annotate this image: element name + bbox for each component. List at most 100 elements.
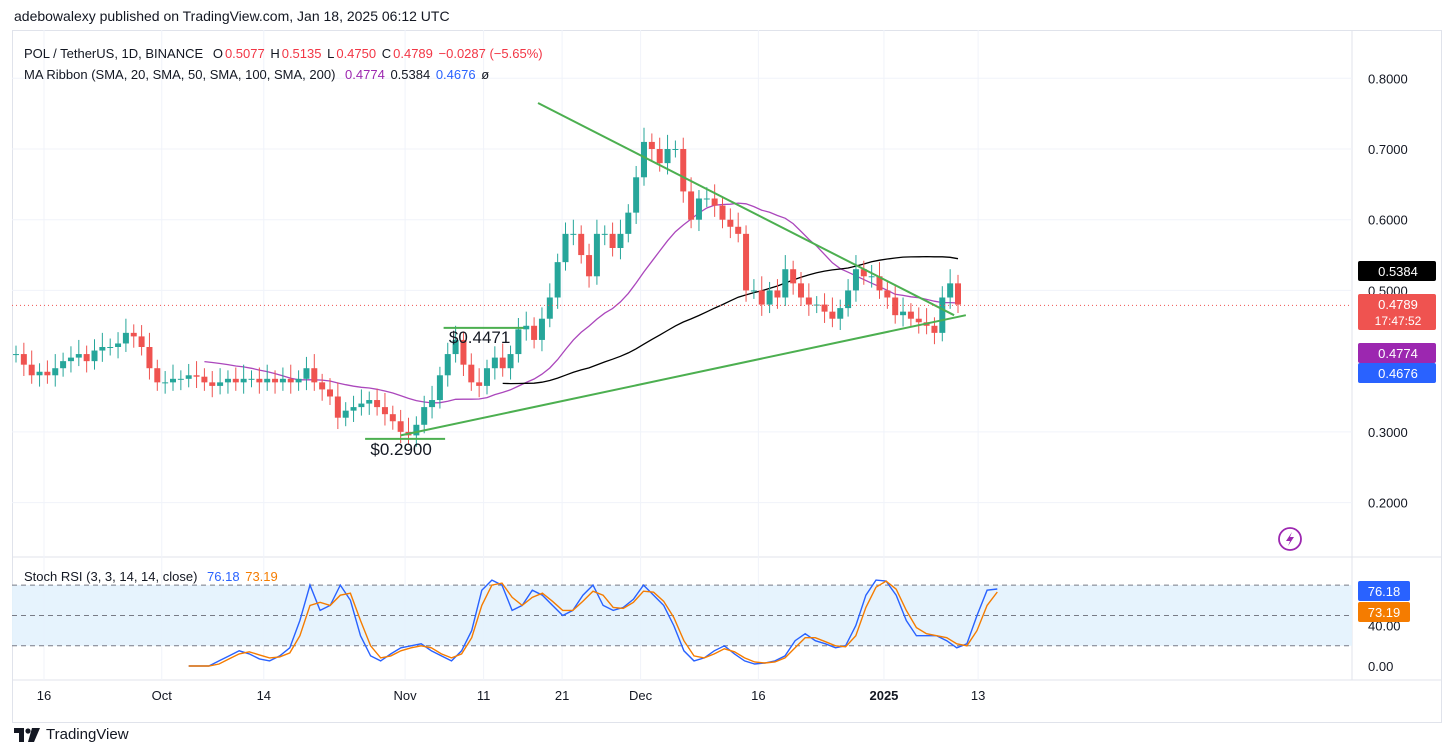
candle-body (44, 371, 51, 376)
candle-body (499, 357, 506, 369)
candle-body (272, 378, 279, 383)
candle-body (185, 375, 192, 379)
candle-body (931, 325, 938, 333)
annotation-label: $0.2900 (370, 440, 431, 459)
candle-body (224, 378, 231, 383)
candle-body (295, 378, 302, 383)
candle-body (750, 290, 757, 292)
stoch-label-box (1358, 602, 1410, 622)
candle-body (680, 149, 687, 192)
candle-body (955, 283, 961, 305)
candle-body (256, 378, 263, 383)
close-value: 0.4789 (393, 46, 433, 61)
price-label-box (1358, 363, 1436, 383)
stoch-d-value: 73.19 (245, 569, 278, 584)
candle-body (334, 396, 341, 418)
candle-body (774, 290, 781, 298)
candle-body (217, 382, 224, 386)
stoch-k-line (188, 579, 998, 667)
lightning-icon-bolt (1286, 532, 1294, 546)
candle-body (703, 198, 710, 200)
candle-body (672, 149, 679, 150)
low-value: 0.4750 (336, 46, 377, 61)
candle-body (868, 276, 875, 278)
price-label-text: 0.4789 (1378, 297, 1418, 312)
time-tick-label: Dec (629, 688, 653, 703)
candle-body (91, 350, 98, 362)
stoch-d-line (188, 580, 998, 667)
candle-body (837, 308, 844, 319)
footer-brand[interactable]: TradingView (14, 726, 129, 743)
candle-body (389, 414, 396, 422)
candle-body (727, 219, 734, 227)
price-tick-label: 0.7000 (1368, 142, 1408, 157)
candle-body (28, 364, 35, 376)
candle-body (648, 141, 655, 149)
candle-body (83, 354, 90, 362)
candle-body (138, 336, 145, 347)
candle-body (209, 382, 216, 386)
trendline-0 (537, 102, 955, 317)
price-tick-label: 0.2000 (1368, 496, 1408, 511)
candle-body (892, 297, 899, 316)
time-tick-label: 14 (257, 688, 271, 703)
stoch-label-text: 76.18 (1368, 584, 1401, 599)
candle-body (860, 269, 867, 277)
price-tick-label: 0.8000 (1368, 71, 1408, 86)
stoch-label: Stoch RSI (3, 3, 14, 14, close) (24, 569, 198, 584)
ma200-value: ø (481, 67, 490, 82)
ma50-value: 0.5384 (390, 67, 431, 82)
candle-body (444, 354, 451, 376)
candle-body (154, 368, 161, 383)
stoch-tick-label: 0.00 (1368, 659, 1393, 674)
candle-body (232, 378, 239, 383)
candle-body (342, 410, 349, 418)
candle-body (36, 371, 43, 376)
candle-body (907, 311, 914, 319)
candle-body (67, 357, 74, 362)
open-value: 0.5077 (224, 46, 265, 61)
candle-body (193, 375, 200, 377)
candle-body (884, 290, 891, 298)
candle-body (900, 311, 907, 316)
candle-body (115, 343, 122, 347)
candle-body (13, 354, 19, 356)
ma-legend: MA Ribbon (SMA, 20, SMA, 50, SMA, 100, S… (24, 67, 491, 82)
lightning-icon-ring (1278, 527, 1302, 551)
ohlc-legend: POL / TetherUS, 1D, BINANCE O 0.5077 H 0.5… (24, 46, 545, 61)
stoch-legend: Stoch RSI (3, 3, 14, 14, close) 76.18 73… (24, 569, 280, 584)
price-tick-label: 0.6000 (1368, 213, 1408, 228)
candle-body (99, 347, 106, 351)
candle-body (264, 378, 271, 383)
price-label-text: 0.5384 (1378, 264, 1418, 279)
candle-body (735, 226, 742, 234)
candle-body (60, 361, 67, 369)
candle-body (240, 378, 247, 383)
candle-body (782, 269, 789, 298)
change-value: −0.0287 (−5.65%) (438, 46, 543, 61)
candle-body (625, 212, 632, 234)
candle-body (915, 318, 922, 323)
time-tick-label: 2025 (869, 688, 898, 703)
candle-body (491, 357, 498, 369)
candle-body (319, 382, 326, 390)
close-label: C (381, 46, 392, 61)
candle-body (75, 354, 82, 358)
candle-body (201, 376, 208, 383)
time-tick-label: Oct (152, 688, 173, 703)
price-label-box (1358, 294, 1436, 330)
candle-body (358, 403, 365, 408)
candle-body (695, 198, 702, 220)
candle-body (876, 276, 883, 291)
price-label-text: 0.4676 (1378, 366, 1418, 381)
candle-body (586, 255, 593, 277)
open-label: O (212, 46, 223, 61)
candle-body (570, 233, 577, 235)
candle-body (766, 290, 773, 305)
candle-body (350, 407, 357, 411)
countdown-text: 17:47:52 (1375, 314, 1422, 328)
candle-body (790, 269, 797, 284)
candle-body (421, 407, 428, 425)
candle-body (287, 378, 294, 383)
